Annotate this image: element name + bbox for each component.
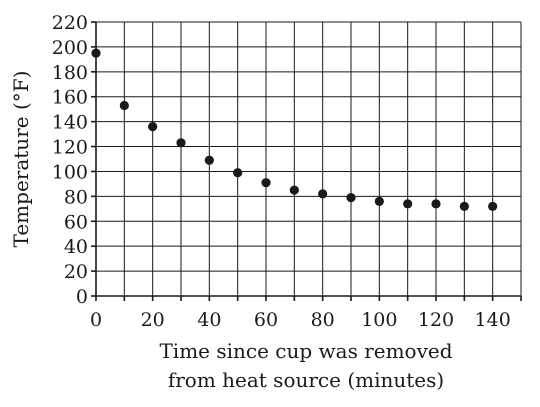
data-point [176,138,186,148]
x-tick-label: 20 [141,309,165,331]
data-point [488,201,498,211]
data-points [91,48,498,211]
data-point [403,199,413,209]
x-tick-label: 40 [197,309,221,331]
x-tick-label: 80 [311,309,335,331]
x-axis-label-line-1: Time since cup was removed [159,339,452,363]
y-tick-label: 140 [52,112,88,134]
y-tick-label: 120 [52,137,88,159]
y-tick-label: 180 [52,62,88,84]
data-point [261,178,271,188]
data-point [374,196,384,206]
data-point [431,199,441,209]
y-tick-label: 40 [64,236,88,258]
data-point [459,201,469,211]
y-tick-label: 60 [64,211,88,233]
x-tick-label: 60 [254,309,278,331]
y-tick-label: 160 [52,87,88,109]
data-point [119,100,129,111]
x-tick-label: 140 [475,309,511,331]
axes [91,21,522,301]
x-tick-labels: 0 20 40 60 80 100 120 140 [90,309,511,331]
x-axis-label-line-2: from heat source (minutes) [168,368,444,392]
y-axis-label: Temperature (°F) [9,71,33,248]
y-tick-label: 200 [52,37,88,59]
data-point [148,122,158,132]
y-tick-label: 0 [76,286,88,308]
data-point [233,168,243,178]
x-tick-label: 0 [90,309,102,331]
y-tick-label: 100 [52,161,88,183]
x-tick-label: 100 [361,309,397,331]
grid [95,21,522,297]
data-point [204,155,214,165]
data-point [318,189,328,199]
data-point [91,48,101,58]
x-tick-label: 120 [418,309,454,331]
y-tick-label: 220 [52,12,88,34]
data-point [289,185,299,195]
y-tick-label: 20 [64,261,88,283]
data-point [346,193,356,203]
y-tick-label: 80 [64,186,88,208]
